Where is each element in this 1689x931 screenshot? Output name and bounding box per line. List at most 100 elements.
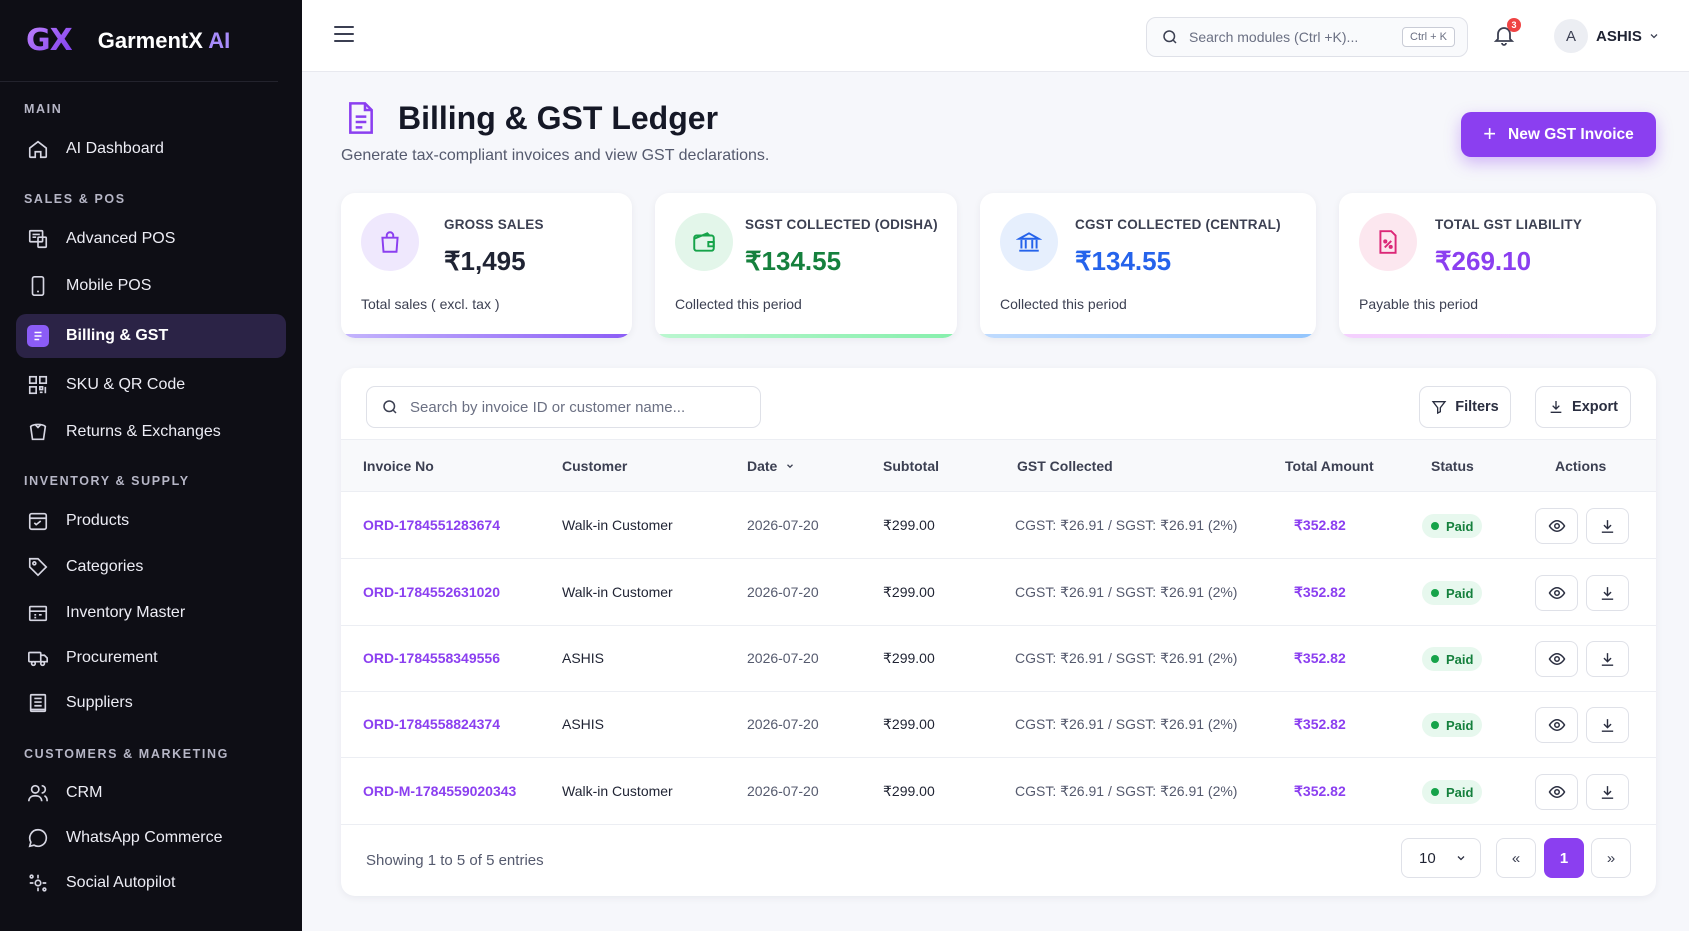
invoice-search-input[interactable]: Search by invoice ID or customer name... [366, 386, 761, 428]
page-1-button[interactable]: 1 [1544, 838, 1584, 878]
sidebar-item-label: Returns & Exchanges [66, 423, 221, 440]
search-icon [383, 400, 397, 414]
sidebar-item-procurement[interactable]: Procurement [16, 636, 286, 680]
invoice-link[interactable]: ORD-1784551283674 [363, 517, 500, 533]
col-total-amount[interactable]: Total Amount [1285, 458, 1374, 474]
customer-cell: ASHIS [562, 650, 605, 666]
sidebar-item-whatsapp[interactable]: WhatsApp Commerce [16, 816, 286, 860]
stat-accent-bar [341, 334, 632, 338]
mobile-icon [26, 274, 50, 298]
section-customers-marketing: CUSTOMERS & MARKETING [24, 747, 229, 761]
invoice-link[interactable]: ORD-1784558824374 [363, 716, 500, 732]
notification-badge: 3 [1507, 18, 1521, 32]
sidebar-item-ai-dashboard[interactable]: AI Dashboard [16, 127, 286, 171]
user-name: ASHIS [1596, 27, 1642, 45]
filter-icon [1431, 401, 1447, 415]
invoice-link[interactable]: ORD-M-1784559020343 [363, 783, 517, 799]
col-invoice-no[interactable]: Invoice No [363, 458, 434, 474]
next-page-button[interactable]: » [1591, 838, 1631, 878]
gst-cell: CGST: ₹26.91 / SGST: ₹26.91 (2%) [1015, 650, 1238, 666]
stat-note: Payable this period [1359, 296, 1479, 312]
table-row: ORD-M-1784559020343 Walk-in Customer 202… [341, 759, 1656, 825]
customer-cell: ASHIS [562, 716, 605, 732]
sidebar-item-products[interactable]: Products [16, 499, 286, 543]
stat-card-gross-sales: GROSS SALES ₹1,495 Total sales ( excl. t… [341, 193, 632, 338]
stat-card-total-gst: TOTAL GST LIABILITY ₹269.10 Payable this… [1339, 193, 1656, 338]
download-icon[interactable] [1586, 575, 1629, 611]
sidebar-item-social-autopilot[interactable]: Social Autopilot [16, 861, 286, 905]
export-button[interactable]: Export [1535, 386, 1631, 428]
page-size-select[interactable]: 10 [1401, 838, 1481, 878]
user-menu[interactable]: A ASHIS [1554, 19, 1660, 53]
brand[interactable]: GX GarmentX AI [0, 0, 278, 82]
sidebar-item-sku-qr[interactable]: SKU & QR Code [16, 363, 286, 407]
sidebar-item-advanced-pos[interactable]: Advanced POS [16, 217, 286, 261]
col-status[interactable]: Status [1431, 458, 1474, 474]
date-cell: 2026-07-20 [747, 584, 819, 600]
sidebar-item-label: CRM [66, 784, 103, 801]
notification-bell-icon[interactable]: 3 [1492, 18, 1521, 48]
stat-note: Collected this period [1000, 296, 1127, 312]
table-row: ORD-1784552631020 Walk-in Customer 2026-… [341, 560, 1656, 626]
view-icon[interactable] [1535, 641, 1578, 677]
avatar: A [1554, 19, 1588, 53]
sidebar-item-categories[interactable]: Categories [16, 545, 286, 589]
bank-icon [1000, 213, 1058, 271]
truck-icon [26, 646, 50, 670]
sidebar-item-mobile-pos[interactable]: Mobile POS [16, 264, 286, 308]
chevron-down-icon [787, 464, 794, 469]
prev-page-button[interactable]: « [1496, 838, 1536, 878]
sidebar-item-suppliers[interactable]: Suppliers [16, 681, 286, 725]
chevron-down-icon [1650, 34, 1658, 39]
percent-document-icon [1359, 213, 1417, 271]
status-badge: Paid [1422, 647, 1483, 671]
sidebar-item-label: Mobile POS [66, 277, 152, 294]
page-size-value: 10 [1419, 849, 1436, 867]
col-customer[interactable]: Customer [562, 458, 628, 474]
view-icon[interactable] [1535, 774, 1578, 810]
chat-icon [26, 826, 50, 850]
sidebar-item-returns[interactable]: Returns & Exchanges [16, 410, 286, 454]
stat-label: TOTAL GST LIABILITY [1435, 217, 1583, 232]
filters-button[interactable]: Filters [1419, 386, 1511, 428]
col-date[interactable]: Date [747, 458, 795, 474]
view-icon[interactable] [1535, 508, 1578, 544]
sidebar-item-label: AI Dashboard [66, 140, 164, 157]
view-icon[interactable] [1535, 575, 1578, 611]
sidebar-item-inventory-master[interactable]: Inventory Master [16, 591, 286, 635]
invoice-link[interactable]: ORD-1784558349556 [363, 650, 500, 666]
pagination-info: Showing 1 to 5 of 5 entries [366, 852, 544, 869]
date-cell: 2026-07-20 [747, 517, 819, 533]
new-gst-invoice-button[interactable]: + New GST Invoice [1461, 112, 1656, 157]
module-search-placeholder: Search modules (Ctrl +K)... [1189, 29, 1359, 45]
menu-toggle-icon[interactable] [334, 26, 354, 44]
gst-cell: CGST: ₹26.91 / SGST: ₹26.91 (2%) [1015, 783, 1238, 799]
return-icon [26, 420, 50, 444]
subtotal-cell: ₹299.00 [883, 584, 935, 600]
stat-label: SGST COLLECTED (ODISHA) [745, 217, 938, 232]
brand-logo: GX [26, 23, 73, 58]
sidebar-item-label: Categories [66, 558, 144, 575]
download-icon[interactable] [1586, 774, 1629, 810]
search-shortcut: Ctrl + K [1402, 27, 1455, 47]
sidebar-item-billing-gst[interactable]: Billing & GST [16, 314, 286, 358]
module-search-input[interactable]: Search modules (Ctrl +K)... Ctrl + K [1146, 17, 1468, 57]
sidebar-item-crm[interactable]: CRM [16, 771, 286, 815]
view-icon[interactable] [1535, 707, 1578, 743]
subtotal-cell: ₹299.00 [883, 783, 935, 799]
home-icon [26, 137, 50, 161]
invoice-link[interactable]: ORD-1784552631020 [363, 584, 500, 600]
status-badge: Paid [1422, 780, 1483, 804]
sidebar-item-label: Billing & GST [66, 327, 169, 344]
download-icon[interactable] [1586, 508, 1629, 544]
col-subtotal[interactable]: Subtotal [883, 458, 939, 474]
download-icon [1550, 401, 1562, 413]
total-cell: ₹352.82 [1294, 716, 1346, 732]
stat-accent-bar [980, 334, 1316, 338]
col-gst-collected[interactable]: GST Collected [1017, 458, 1113, 474]
date-cell: 2026-07-20 [747, 716, 819, 732]
download-icon[interactable] [1586, 641, 1629, 677]
download-icon[interactable] [1586, 707, 1629, 743]
stat-value: ₹1,495 [444, 246, 526, 276]
total-cell: ₹352.82 [1294, 650, 1346, 666]
